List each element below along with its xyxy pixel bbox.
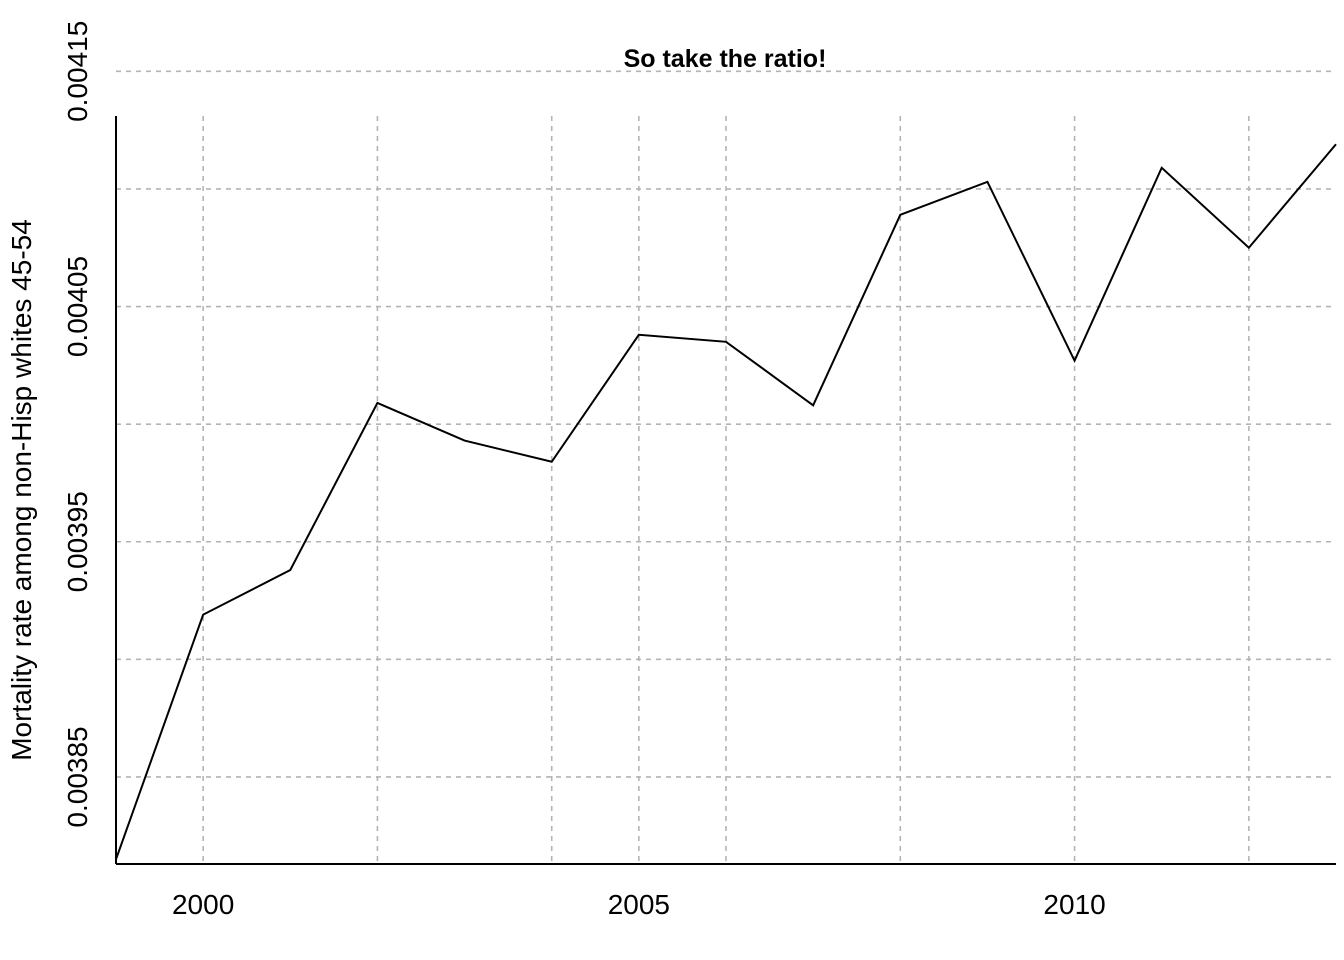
x-tick-label-1: 2005 (608, 889, 670, 920)
y-tick-label-1: 0.00395 (62, 491, 93, 592)
x-tick-label-0: 2000 (172, 889, 234, 920)
grid (116, 70, 1336, 864)
y-tick-label-0: 0.00385 (62, 726, 93, 827)
chart-title: So take the ratio! (624, 45, 827, 73)
series-line-0 (115, 143, 1337, 860)
axes (115, 116, 1336, 865)
y-tick-label-3: 0.00415 (62, 21, 93, 122)
x-tick-label-2: 2010 (1043, 889, 1105, 920)
y-tick-label-2: 0.00405 (62, 256, 93, 357)
tick-labels: 2000 2005 2010 0.00385 0.00395 0.00405 0.00415 (62, 21, 1106, 920)
y-axis-label: Mortality rate among non-Hisp whites 45-… (6, 219, 37, 761)
series (115, 143, 1337, 860)
